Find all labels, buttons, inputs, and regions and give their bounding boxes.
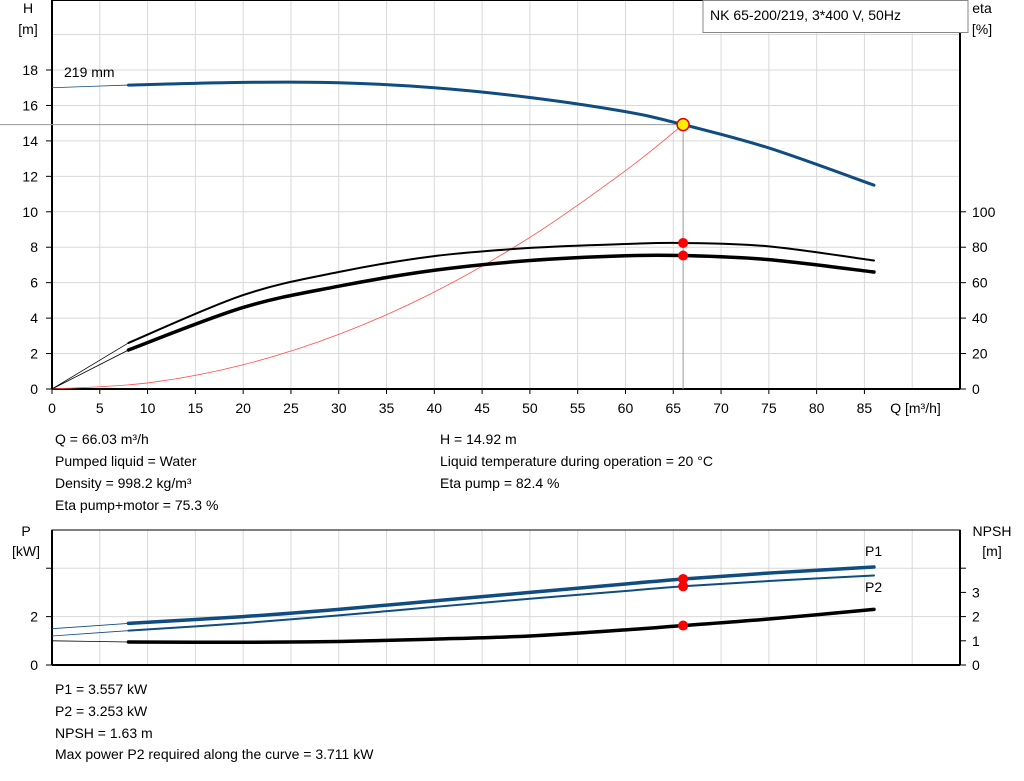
x-tick-label: 20 bbox=[235, 400, 251, 416]
npsh-axis-label: NPSH bbox=[973, 523, 1012, 539]
pump-title: NK 65-200/219, 3*400 V, 50Hz bbox=[710, 7, 901, 23]
y-axis-unit-left: [m] bbox=[18, 21, 37, 37]
x-tick-label: 30 bbox=[331, 400, 347, 416]
x-tick-label: 75 bbox=[761, 400, 777, 416]
y-axis-label-left: H bbox=[23, 0, 33, 16]
info-liquid: Pumped liquid = Water bbox=[55, 453, 197, 469]
eta-pump-curve-extension bbox=[51, 342, 129, 390]
eta-pump-motor-curve-extension bbox=[51, 349, 129, 390]
info-p2: P2 = 3.253 kW bbox=[55, 703, 148, 719]
operating-point bbox=[676, 117, 690, 132]
eta-pump-motor-curve bbox=[126, 253, 876, 352]
npsh-curve bbox=[126, 607, 876, 645]
x-tick-label: 45 bbox=[474, 400, 490, 416]
y-axis-label-right: eta bbox=[972, 0, 992, 16]
npsh-point bbox=[678, 620, 689, 631]
plot-frame-bottom bbox=[51, 529, 961, 666]
y-tick-label-left: 4 bbox=[30, 310, 38, 326]
head-curve bbox=[126, 80, 876, 187]
p2-curve-extension bbox=[51, 630, 129, 637]
x-tick-label: 15 bbox=[188, 400, 204, 416]
x-tick-label: 25 bbox=[283, 400, 299, 416]
p1-point bbox=[678, 573, 689, 584]
x-tick-label: 5 bbox=[96, 400, 104, 416]
y-tick-label-left: 6 bbox=[30, 275, 38, 291]
y-tick-label-left: 8 bbox=[30, 239, 38, 255]
y-tick-label-right: 80 bbox=[972, 239, 988, 255]
x-tick-label: 40 bbox=[427, 400, 443, 416]
y-axis-unit-right: [%] bbox=[972, 21, 992, 37]
npsh-axis-unit: [m] bbox=[982, 543, 1001, 559]
y-tick-label-left: 10 bbox=[22, 204, 38, 220]
eta-pump-curve bbox=[127, 241, 875, 344]
plot-frame bbox=[51, 0, 961, 390]
info-q: Q = 66.03 m³/h bbox=[55, 431, 149, 447]
npsh-tick-label: 0 bbox=[972, 657, 980, 673]
x-tick-label: 50 bbox=[522, 400, 538, 416]
npsh-tick-label: 1 bbox=[972, 633, 980, 649]
info-npsh: NPSH = 1.63 m bbox=[55, 725, 153, 741]
x-tick-label: 80 bbox=[809, 400, 825, 416]
p1-curve bbox=[126, 565, 876, 626]
p1-curve-extension bbox=[51, 622, 129, 630]
x-tick-label: 65 bbox=[665, 400, 681, 416]
p2-point bbox=[678, 581, 689, 592]
x-tick-label: 85 bbox=[857, 400, 873, 416]
p1-label: P1 bbox=[865, 543, 882, 559]
y-tick-label-right: 0 bbox=[972, 381, 980, 397]
info-temperature: Liquid temperature during operation = 20… bbox=[440, 453, 713, 469]
x-tick-label: 10 bbox=[140, 400, 156, 416]
info-p1: P1 = 3.557 kW bbox=[55, 681, 148, 697]
npsh-curve-extension bbox=[51, 640, 129, 643]
y-tick-label-right: 40 bbox=[972, 310, 988, 326]
y-tick-label-left: 18 bbox=[22, 62, 38, 78]
x-tick-label: 55 bbox=[570, 400, 586, 416]
p-axis-label: P bbox=[21, 523, 30, 539]
y-tick-label-right: 20 bbox=[972, 346, 988, 362]
p2-curve bbox=[127, 574, 875, 632]
impeller-diameter-label: 219 mm bbox=[64, 64, 115, 80]
y-tick-label-left: 0 bbox=[30, 381, 38, 397]
p2-label: P2 bbox=[865, 579, 882, 595]
eta-pump-motor-point bbox=[678, 250, 689, 261]
p-axis-unit: [kW] bbox=[12, 543, 40, 559]
p-tick-label: 0 bbox=[30, 657, 38, 673]
y-tick-label-right: 60 bbox=[972, 275, 988, 291]
eta-pump-point bbox=[678, 237, 689, 248]
y-tick-label-left: 12 bbox=[22, 168, 38, 184]
npsh-tick-label: 3 bbox=[972, 584, 980, 600]
x-tick-label: 0 bbox=[48, 400, 56, 416]
x-tick-label: 70 bbox=[713, 400, 729, 416]
npsh-tick-label: 2 bbox=[972, 609, 980, 625]
info-eta-pump: Eta pump = 82.4 % bbox=[440, 475, 560, 491]
y-tick-label-left: 14 bbox=[22, 133, 38, 149]
title-box bbox=[702, 0, 969, 33]
y-tick-label-right: 100 bbox=[972, 204, 996, 220]
info-eta-pump-motor: Eta pump+motor = 75.3 % bbox=[55, 497, 219, 513]
x-axis-label: Q [m³/h] bbox=[890, 400, 941, 416]
info-max-power: Max power P2 required along the curve = … bbox=[55, 746, 374, 762]
x-tick-label: 35 bbox=[379, 400, 395, 416]
p-tick-label: 2 bbox=[30, 609, 38, 625]
info-h: H = 14.92 m bbox=[440, 431, 517, 447]
head-curve-extension bbox=[51, 84, 129, 89]
y-tick-label-left: 16 bbox=[22, 97, 38, 113]
system-curve bbox=[51, 124, 684, 390]
y-tick-label-left: 2 bbox=[30, 346, 38, 362]
x-tick-label: 60 bbox=[618, 400, 634, 416]
info-density: Density = 998.2 kg/m³ bbox=[55, 475, 192, 491]
